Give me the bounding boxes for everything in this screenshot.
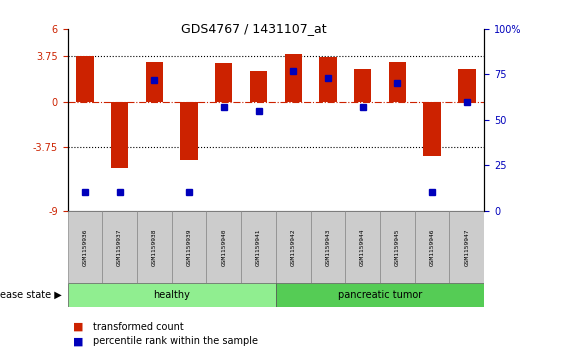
Bar — [319, 57, 337, 102]
Bar — [76, 56, 93, 102]
Text: ■: ■ — [73, 336, 84, 346]
Bar — [345, 211, 380, 283]
Text: GSM1159943: GSM1159943 — [325, 228, 330, 266]
Bar — [137, 211, 172, 283]
Text: healthy: healthy — [153, 290, 190, 300]
Text: GSM1159944: GSM1159944 — [360, 228, 365, 266]
Text: GSM1159940: GSM1159940 — [221, 228, 226, 266]
Text: GSM1159939: GSM1159939 — [186, 228, 191, 266]
Bar — [172, 211, 207, 283]
Text: GSM1159937: GSM1159937 — [117, 228, 122, 266]
Text: transformed count: transformed count — [93, 322, 184, 332]
Bar — [423, 102, 441, 156]
Bar — [68, 283, 276, 307]
Text: disease state ▶: disease state ▶ — [0, 290, 62, 300]
Text: GSM1159938: GSM1159938 — [152, 228, 157, 266]
Bar — [276, 211, 311, 283]
Bar — [215, 63, 233, 102]
Bar — [241, 211, 276, 283]
Bar — [68, 211, 102, 283]
Bar — [388, 62, 406, 102]
Text: GSM1159942: GSM1159942 — [291, 228, 296, 266]
Bar — [276, 283, 484, 307]
Bar — [180, 102, 198, 160]
Text: pancreatic tumor: pancreatic tumor — [338, 290, 422, 300]
Text: ■: ■ — [73, 322, 84, 332]
Bar — [311, 211, 345, 283]
Bar — [102, 211, 137, 283]
Text: GDS4767 / 1431107_at: GDS4767 / 1431107_at — [181, 22, 326, 35]
Text: GSM1159946: GSM1159946 — [430, 228, 435, 266]
Bar — [415, 211, 449, 283]
Bar — [458, 69, 476, 102]
Bar — [449, 211, 484, 283]
Bar — [380, 211, 415, 283]
Bar — [284, 54, 302, 102]
Bar — [250, 72, 267, 102]
Text: GSM1159947: GSM1159947 — [464, 228, 470, 266]
Bar — [207, 211, 241, 283]
Text: GSM1159936: GSM1159936 — [82, 228, 87, 266]
Text: percentile rank within the sample: percentile rank within the sample — [93, 336, 258, 346]
Text: GSM1159941: GSM1159941 — [256, 228, 261, 266]
Text: GSM1159945: GSM1159945 — [395, 228, 400, 266]
Bar — [146, 62, 163, 102]
Bar — [111, 102, 128, 168]
Bar — [354, 69, 372, 102]
